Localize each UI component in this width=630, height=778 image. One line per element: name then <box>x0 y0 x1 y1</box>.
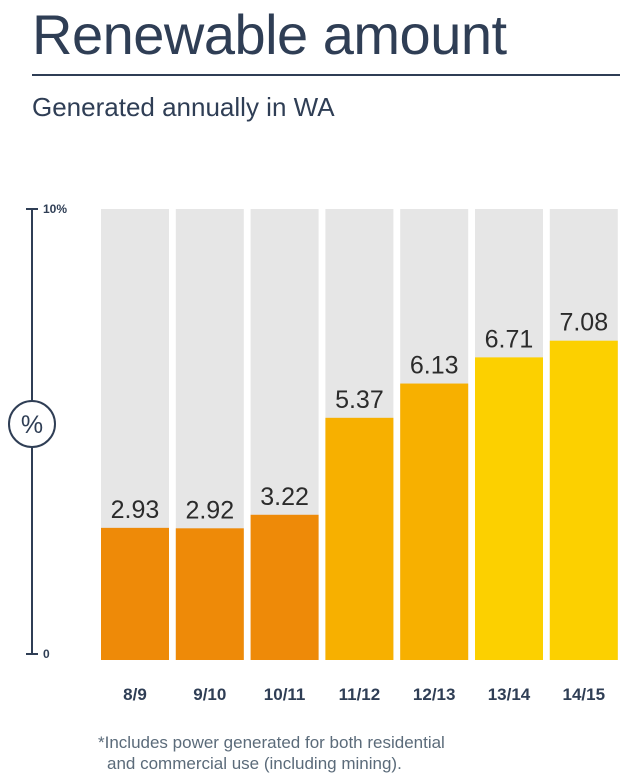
chart-subtitle: Generated annually in WA <box>32 92 335 122</box>
x-tick-label: 8/9 <box>123 685 147 704</box>
bar-value-label: 5.37 <box>335 386 384 414</box>
unit-badge-circle <box>8 400 56 448</box>
y-axis-top-label: 10% <box>43 202 67 216</box>
bar-14-15 <box>549 340 618 660</box>
x-tick-label: 11/12 <box>339 685 381 704</box>
x-tick-label: 9/10 <box>193 685 226 704</box>
title-divider <box>32 74 620 76</box>
bar-chart: 10% 0 % 2.93 8/9 2.92 9/10 3.22 10/11 5.37 11/1… <box>8 202 618 704</box>
footnote-line-1: *Includes power generated for both resid… <box>98 733 445 752</box>
bar-13-14 <box>475 357 543 660</box>
chart-title: Renewable amount <box>32 3 507 66</box>
bar-value-label: 6.13 <box>410 352 459 380</box>
bar-value-label: 2.93 <box>111 496 160 524</box>
y-axis-bottom-label: 0 <box>43 647 50 661</box>
bar-12-13 <box>400 383 469 660</box>
y-axis: 10% 0 % <box>8 202 67 661</box>
footnote-line-2: and commercial use (including mining). <box>107 754 402 773</box>
bar-9-10 <box>175 528 244 660</box>
footnote: *Includes power generated for both resid… <box>98 732 445 774</box>
x-tick-label: 12/13 <box>413 685 456 704</box>
bar-value-label: 3.22 <box>260 483 309 511</box>
x-tick-label: 10/11 <box>264 685 306 704</box>
bar-10-11 <box>250 514 319 660</box>
bar-value-label: 2.92 <box>185 496 234 524</box>
unit-badge-label: % <box>21 411 43 439</box>
bars-group: 2.93 8/9 2.92 9/10 3.22 10/11 5.37 11/12 6.13 12/… <box>101 209 618 704</box>
bar-value-label: 7.08 <box>559 309 608 337</box>
x-tick-label: 14/15 <box>563 685 606 704</box>
bar-11-12 <box>325 417 394 660</box>
bar-8-9 <box>101 527 169 660</box>
bar-value-label: 6.71 <box>485 325 534 353</box>
x-tick-label: 13/14 <box>488 685 531 704</box>
